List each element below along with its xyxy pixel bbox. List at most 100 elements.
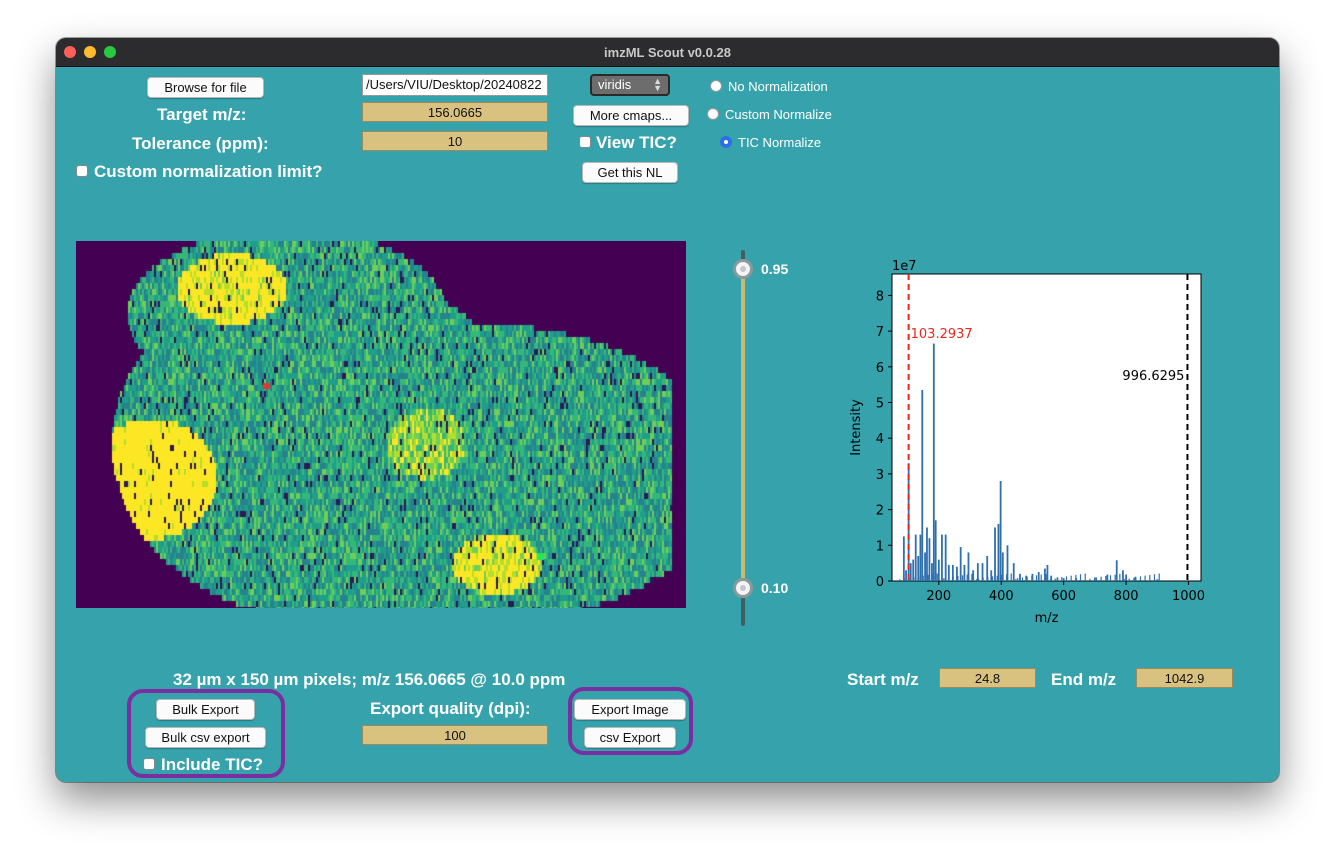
cmap-select[interactable]: viridis ▲ ▼ xyxy=(590,74,670,96)
spectrum-bar xyxy=(1050,575,1053,581)
y-tick-label: 5 xyxy=(876,397,884,412)
spectrum-bar xyxy=(1144,575,1146,581)
spectrum-bar xyxy=(1084,573,1086,581)
spectrum-bar xyxy=(917,556,920,581)
export-quality-input[interactable]: 100 xyxy=(362,725,548,745)
end-mz-label: End m/z xyxy=(1051,670,1117,689)
spectrum-bar xyxy=(903,578,906,581)
spectrum-bar xyxy=(1119,573,1121,581)
marker-label: 103.2937 xyxy=(911,327,973,342)
spectrum-bar xyxy=(956,566,958,581)
spectrum-bar xyxy=(1139,576,1142,581)
spectrum-bar xyxy=(1031,573,1034,581)
more-cmaps-button[interactable]: More cmaps... xyxy=(573,105,689,126)
main-content: Browse for file Target m/z: Tolerance (p… xyxy=(56,67,1279,782)
csv-export-button[interactable]: csv Export xyxy=(584,727,676,748)
spectrum-bar xyxy=(909,563,912,581)
spectrum-bar xyxy=(1125,574,1127,581)
x-tick-label: 600 xyxy=(1051,589,1076,604)
spectrum-bar xyxy=(1061,577,1063,581)
x-tick-label: 400 xyxy=(989,589,1014,604)
slider-range xyxy=(741,269,745,587)
spectrum-bar xyxy=(924,552,926,581)
slider-lower-handle[interactable] xyxy=(733,578,753,598)
bulk-csv-export-button[interactable]: Bulk csv export xyxy=(145,727,266,748)
spectrum-bar xyxy=(990,570,993,581)
start-mz-label: Start m/z xyxy=(847,670,919,689)
spectrum-bar xyxy=(1062,578,1065,581)
radio-custom-normalize[interactable] xyxy=(707,108,719,120)
y-tick-label: 6 xyxy=(876,361,884,376)
export-quality-label: Export quality (dpi): xyxy=(370,699,531,718)
slider-lower-value: 0.10 xyxy=(761,580,789,596)
spectrum-bar xyxy=(934,520,937,581)
spectrum-bar xyxy=(917,576,920,581)
tolerance-label: Tolerance (ppm): xyxy=(132,134,269,153)
radio-tic-normalize[interactable] xyxy=(720,136,732,148)
spectrum-bar xyxy=(1049,579,1052,581)
spectrum-bar xyxy=(1153,574,1156,581)
y-tick-label: 8 xyxy=(876,289,884,304)
export-image-button[interactable]: Export Image xyxy=(574,699,686,720)
spectrum-bar xyxy=(959,547,962,581)
y-tick-label: 1 xyxy=(876,539,884,554)
spectrum-bar xyxy=(926,527,928,581)
target-mz-input[interactable]: 156.0665 xyxy=(362,102,548,122)
ion-image[interactable] xyxy=(76,241,686,608)
spectrum-bar xyxy=(932,343,935,581)
close-window-icon[interactable] xyxy=(64,46,76,58)
spectrum-bar xyxy=(1122,570,1124,581)
image-caption: 32 µm x 150 µm pixels; m/z 156.0665 @ 10… xyxy=(173,670,566,689)
spectrum-bar xyxy=(902,536,905,581)
zoom-window-icon[interactable] xyxy=(104,46,116,58)
browse-button[interactable]: Browse for file xyxy=(147,77,264,98)
minimize-window-icon[interactable] xyxy=(84,46,96,58)
spectrum-bar xyxy=(986,556,989,581)
end-mz-input[interactable]: 1042.9 xyxy=(1136,668,1233,688)
spectrum-bar xyxy=(1054,578,1056,581)
spectrum-bar xyxy=(905,570,907,581)
spectrum-bar xyxy=(1093,578,1096,581)
tolerance-input[interactable]: 10 xyxy=(362,131,548,151)
spectrum-bar xyxy=(1021,577,1024,581)
spectrum-bar xyxy=(943,578,945,581)
spectrum-bar xyxy=(1010,573,1012,581)
spectrum-bar xyxy=(961,575,964,581)
spectrum-chart[interactable]: 103.2937 996.6295 200 400 600 800 1000 0 1 2 3 4 5 6 7… xyxy=(834,239,1254,639)
spectrum-bar xyxy=(947,564,950,581)
include-tic-checkbox[interactable] xyxy=(143,758,155,770)
spectrum-bar xyxy=(1149,574,1151,581)
spectrum-bar xyxy=(1114,574,1116,581)
spectrum-bar xyxy=(944,534,947,581)
plot-area xyxy=(891,273,1202,582)
spectrum-bar xyxy=(994,527,996,581)
spectrum-bar xyxy=(1035,575,1038,581)
spectrum-bar xyxy=(914,534,917,581)
marker-label: 996.6295 xyxy=(1122,369,1184,384)
y-tick-label: 3 xyxy=(876,468,884,483)
view-tic-checkbox[interactable] xyxy=(579,136,591,148)
custom-nl-label: Custom normalization limit? xyxy=(94,162,323,181)
slider-upper-value: 0.95 xyxy=(761,261,789,277)
x-tick-label: 1000 xyxy=(1172,589,1205,604)
select-arrows-icon: ▲ ▼ xyxy=(653,76,662,93)
radio-no-normalization[interactable] xyxy=(710,80,722,92)
slider-upper-handle[interactable] xyxy=(733,259,753,279)
bulk-export-button[interactable]: Bulk Export xyxy=(156,699,255,720)
custom-nl-checkbox[interactable] xyxy=(76,165,88,177)
spectrum-bar xyxy=(1037,572,1040,581)
start-mz-input[interactable]: 24.8 xyxy=(939,668,1036,688)
get-nl-button[interactable]: Get this NL xyxy=(582,162,678,183)
spectrum-bar xyxy=(1012,563,1015,581)
spectrum-bar xyxy=(947,577,950,581)
spectrum-bar xyxy=(1106,574,1109,581)
spectrum-bar xyxy=(1017,578,1019,581)
file-path-field[interactable]: /Users/VIU/Desktop/20240822 xyxy=(362,74,548,96)
spectrum-bar xyxy=(1015,578,1017,581)
spectrum-bar xyxy=(987,577,989,581)
spectrum-bar xyxy=(1128,578,1130,581)
spectrum-bar xyxy=(936,573,938,581)
spectrum-bar xyxy=(1158,573,1160,581)
spectrum-bar xyxy=(913,577,915,581)
y-tick-label: 4 xyxy=(876,432,884,447)
